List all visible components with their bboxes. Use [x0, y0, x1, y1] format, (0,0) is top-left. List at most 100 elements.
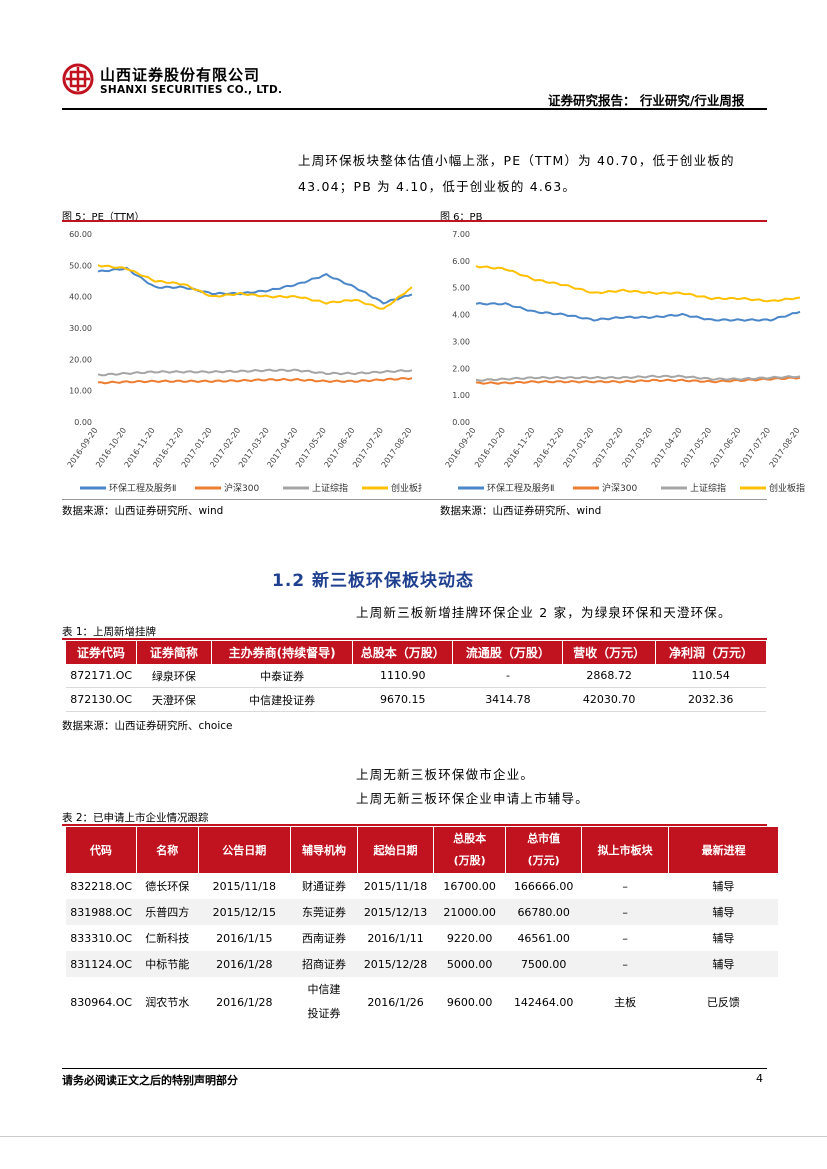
cell: 招商证券 — [290, 951, 358, 977]
x-tick-label: 2017-04-20 — [650, 426, 684, 469]
series-line — [97, 377, 413, 385]
x-tick-label: 2017-08-20 — [768, 426, 802, 469]
y-tick-label: 30.00 — [69, 324, 92, 333]
figure-bottom-rule — [62, 499, 767, 500]
company-logo — [62, 63, 94, 95]
cell: 3414.78 — [452, 687, 563, 712]
table-header-row: 证券代码 证券简称 主办券商(持续督导) 总股本（万股） 流通股（万股） 营收（… — [66, 641, 766, 664]
col-header: 名称 — [136, 827, 199, 873]
footer-disclaimer: 请务必阅读正文之后的特别声明部分 — [62, 1074, 238, 1087]
x-tick-label: 2016-09-20 — [444, 426, 478, 469]
table-row: 832218.OC 德长环保 2015/11/18 财通证券 2015/11/1… — [66, 873, 778, 899]
cell: 辅导 — [668, 951, 778, 977]
legend-label: 创业板指 — [391, 482, 422, 494]
figure-6-source: 数据来源：山西证券研究所、wind — [440, 505, 602, 517]
y-tick-label: 2.00 — [452, 364, 470, 373]
table-2-rule — [62, 824, 767, 826]
x-tick-label: 2016-12-20 — [532, 426, 566, 469]
cell: 中信建投证券 — [307, 983, 341, 1020]
col-header: 营收（万元） — [562, 641, 656, 664]
table-row: 872171.OC 绿泉环保 中泰证券 1110.90 - 2868.72 11… — [66, 664, 766, 688]
col-header: 净利润（万元） — [655, 641, 766, 664]
cell: 1110.90 — [352, 664, 453, 688]
col-header: 代码 — [66, 827, 137, 873]
cell: 46561.00 — [517, 931, 570, 945]
table-row: 830964.OC 润农节水 2016/1/28 中信建投证券 2016/1/2… — [66, 977, 778, 1027]
col-header: 拟上市板块 — [581, 827, 670, 873]
x-tick-label: 2017-01-20 — [561, 426, 595, 469]
header-rule — [62, 108, 767, 110]
cell: 乐普四方 — [136, 899, 199, 925]
y-tick-label: 20.00 — [69, 355, 92, 364]
x-tick-label: 2017-05-20 — [679, 426, 713, 469]
mid-line-2: 上周无新三板环保企业申请上市辅导。 — [356, 791, 589, 806]
x-tick-label: 2017-07-20 — [738, 426, 772, 469]
cell: 5000.00 — [433, 951, 506, 977]
legend-label: 上证综指 — [312, 482, 348, 494]
cell: 2015/12/28 — [357, 951, 434, 977]
y-tick-label: 40.00 — [69, 293, 92, 302]
cell: 42030.70 — [562, 687, 656, 712]
cell: 2015/11/18 — [212, 879, 276, 893]
cell: 832218.OC — [70, 879, 133, 893]
series-line — [97, 266, 413, 305]
col-header: 最新进程 — [668, 827, 778, 873]
figure-5-title: 图 5：PE（TTM） — [62, 212, 145, 223]
table-header-row: 代码 名称 公告日期 辅导机构 起始日期 总股本 (万股) 总市值 (万元) 拟… — [66, 827, 778, 873]
table-1-caption: 表 1：上周新增挂牌 — [62, 626, 157, 638]
cell: 辅导 — [712, 932, 735, 945]
new-listings-table: 证券代码 证券简称 主办券商(持续督导) 总股本（万股） 流通股（万股） 营收（… — [66, 641, 766, 712]
table-row: 833310.OC 仁新科技 2016/1/15 西南证券 2016/1/11 … — [66, 925, 778, 951]
section-title: 1.2 新三板环保板块动态 — [272, 571, 475, 591]
cell: 831124.OC — [66, 951, 137, 977]
cell: 2016/1/11 — [367, 931, 424, 945]
table-2-caption: 表 2：已申请上市企业情况跟踪 — [62, 812, 209, 824]
figure-5-source: 数据来源：山西证券研究所、wind — [62, 505, 224, 517]
col-header: 流通股（万股） — [452, 641, 564, 664]
col-header: 总市值 (万元) — [505, 827, 582, 873]
y-tick-label: 6.00 — [452, 257, 470, 266]
cell: 872130.OC — [66, 687, 137, 712]
y-tick-label: 10.00 — [69, 387, 92, 396]
table-row: 872130.OC 天澄环保 中信建投证券 9670.15 3414.78 42… — [66, 687, 766, 712]
cell: 9670.15 — [352, 687, 453, 712]
cell: 2032.36 — [655, 687, 766, 712]
y-tick-label: 60.00 — [69, 230, 92, 239]
x-tick-label: 2017-06-20 — [709, 426, 743, 469]
cell: 2016/1/28 — [216, 995, 273, 1009]
y-tick-label: 1.00 — [452, 391, 470, 400]
company-name-en: SHANXI SECURITIES CO., LTD. — [100, 84, 283, 96]
col-header: 证券简称 — [136, 641, 212, 664]
series-line — [475, 302, 801, 322]
cell: 2016/1/26 — [367, 995, 424, 1009]
cell: 2016/1/28 — [198, 951, 291, 977]
cell: 16700.00 — [443, 879, 496, 893]
cell: 21000.00 — [433, 899, 506, 925]
legend-label: 上证综指 — [690, 482, 726, 494]
y-tick-label: 3.00 — [452, 337, 470, 346]
page-number: 4 — [756, 1072, 763, 1085]
col-header: 起始日期 — [357, 827, 434, 873]
cell: 872171.OC — [66, 664, 137, 688]
series-line — [97, 368, 413, 377]
cell: 仁新科技 — [145, 932, 190, 945]
cell: – — [622, 879, 628, 893]
intro-line-1: 上周环保板块整体估值小幅上涨，PE（TTM）为 40.70，低于创业板的 — [298, 153, 735, 168]
figure-top-rule — [62, 220, 767, 222]
legend-label: 环保工程及服务Ⅱ — [109, 482, 176, 494]
cell: - — [452, 664, 563, 688]
cell: 主板 — [614, 996, 637, 1009]
cell: 中标节能 — [136, 951, 199, 977]
series-line — [475, 265, 801, 303]
cell: 西南证券 — [302, 932, 347, 945]
series-line — [97, 264, 413, 310]
cell: 辅导 — [712, 880, 735, 893]
y-tick-label: 4.00 — [452, 311, 470, 320]
cell: 166666.00 — [513, 879, 574, 893]
series-line — [475, 376, 801, 385]
cell: – — [581, 899, 669, 925]
company-name-cn: 山西证券股份有限公司 — [100, 66, 261, 84]
pe-chart: 0.0010.0020.0030.0040.0050.0060.002016-0… — [66, 230, 422, 494]
y-tick-label: 0.00 — [452, 418, 470, 427]
table-row: 831988.OC 乐普四方 2015/12/15 东莞证券 2015/12/1… — [66, 899, 778, 925]
